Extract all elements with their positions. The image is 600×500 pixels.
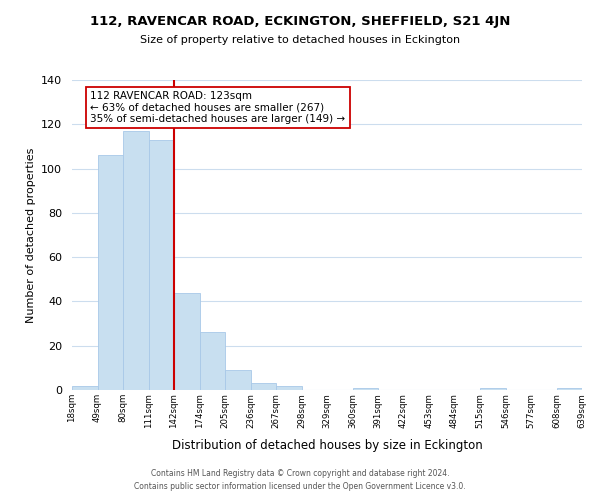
Bar <box>276 386 302 390</box>
Text: Contains public sector information licensed under the Open Government Licence v3: Contains public sector information licen… <box>134 482 466 491</box>
Y-axis label: Number of detached properties: Number of detached properties <box>26 148 35 322</box>
Bar <box>72 386 97 390</box>
Text: 112, RAVENCAR ROAD, ECKINGTON, SHEFFIELD, S21 4JN: 112, RAVENCAR ROAD, ECKINGTON, SHEFFIELD… <box>90 15 510 28</box>
Bar <box>557 388 582 390</box>
X-axis label: Distribution of detached houses by size in Eckington: Distribution of detached houses by size … <box>172 439 482 452</box>
Bar <box>353 388 378 390</box>
Bar <box>123 131 149 390</box>
Bar <box>149 140 174 390</box>
Text: Size of property relative to detached houses in Eckington: Size of property relative to detached ho… <box>140 35 460 45</box>
Bar <box>97 156 123 390</box>
Bar <box>251 384 276 390</box>
Bar <box>480 388 505 390</box>
Text: Contains HM Land Registry data © Crown copyright and database right 2024.: Contains HM Land Registry data © Crown c… <box>151 468 449 477</box>
Bar <box>174 292 199 390</box>
Text: 112 RAVENCAR ROAD: 123sqm
← 63% of detached houses are smaller (267)
35% of semi: 112 RAVENCAR ROAD: 123sqm ← 63% of detac… <box>91 91 346 124</box>
Bar <box>225 370 251 390</box>
Bar <box>199 332 225 390</box>
